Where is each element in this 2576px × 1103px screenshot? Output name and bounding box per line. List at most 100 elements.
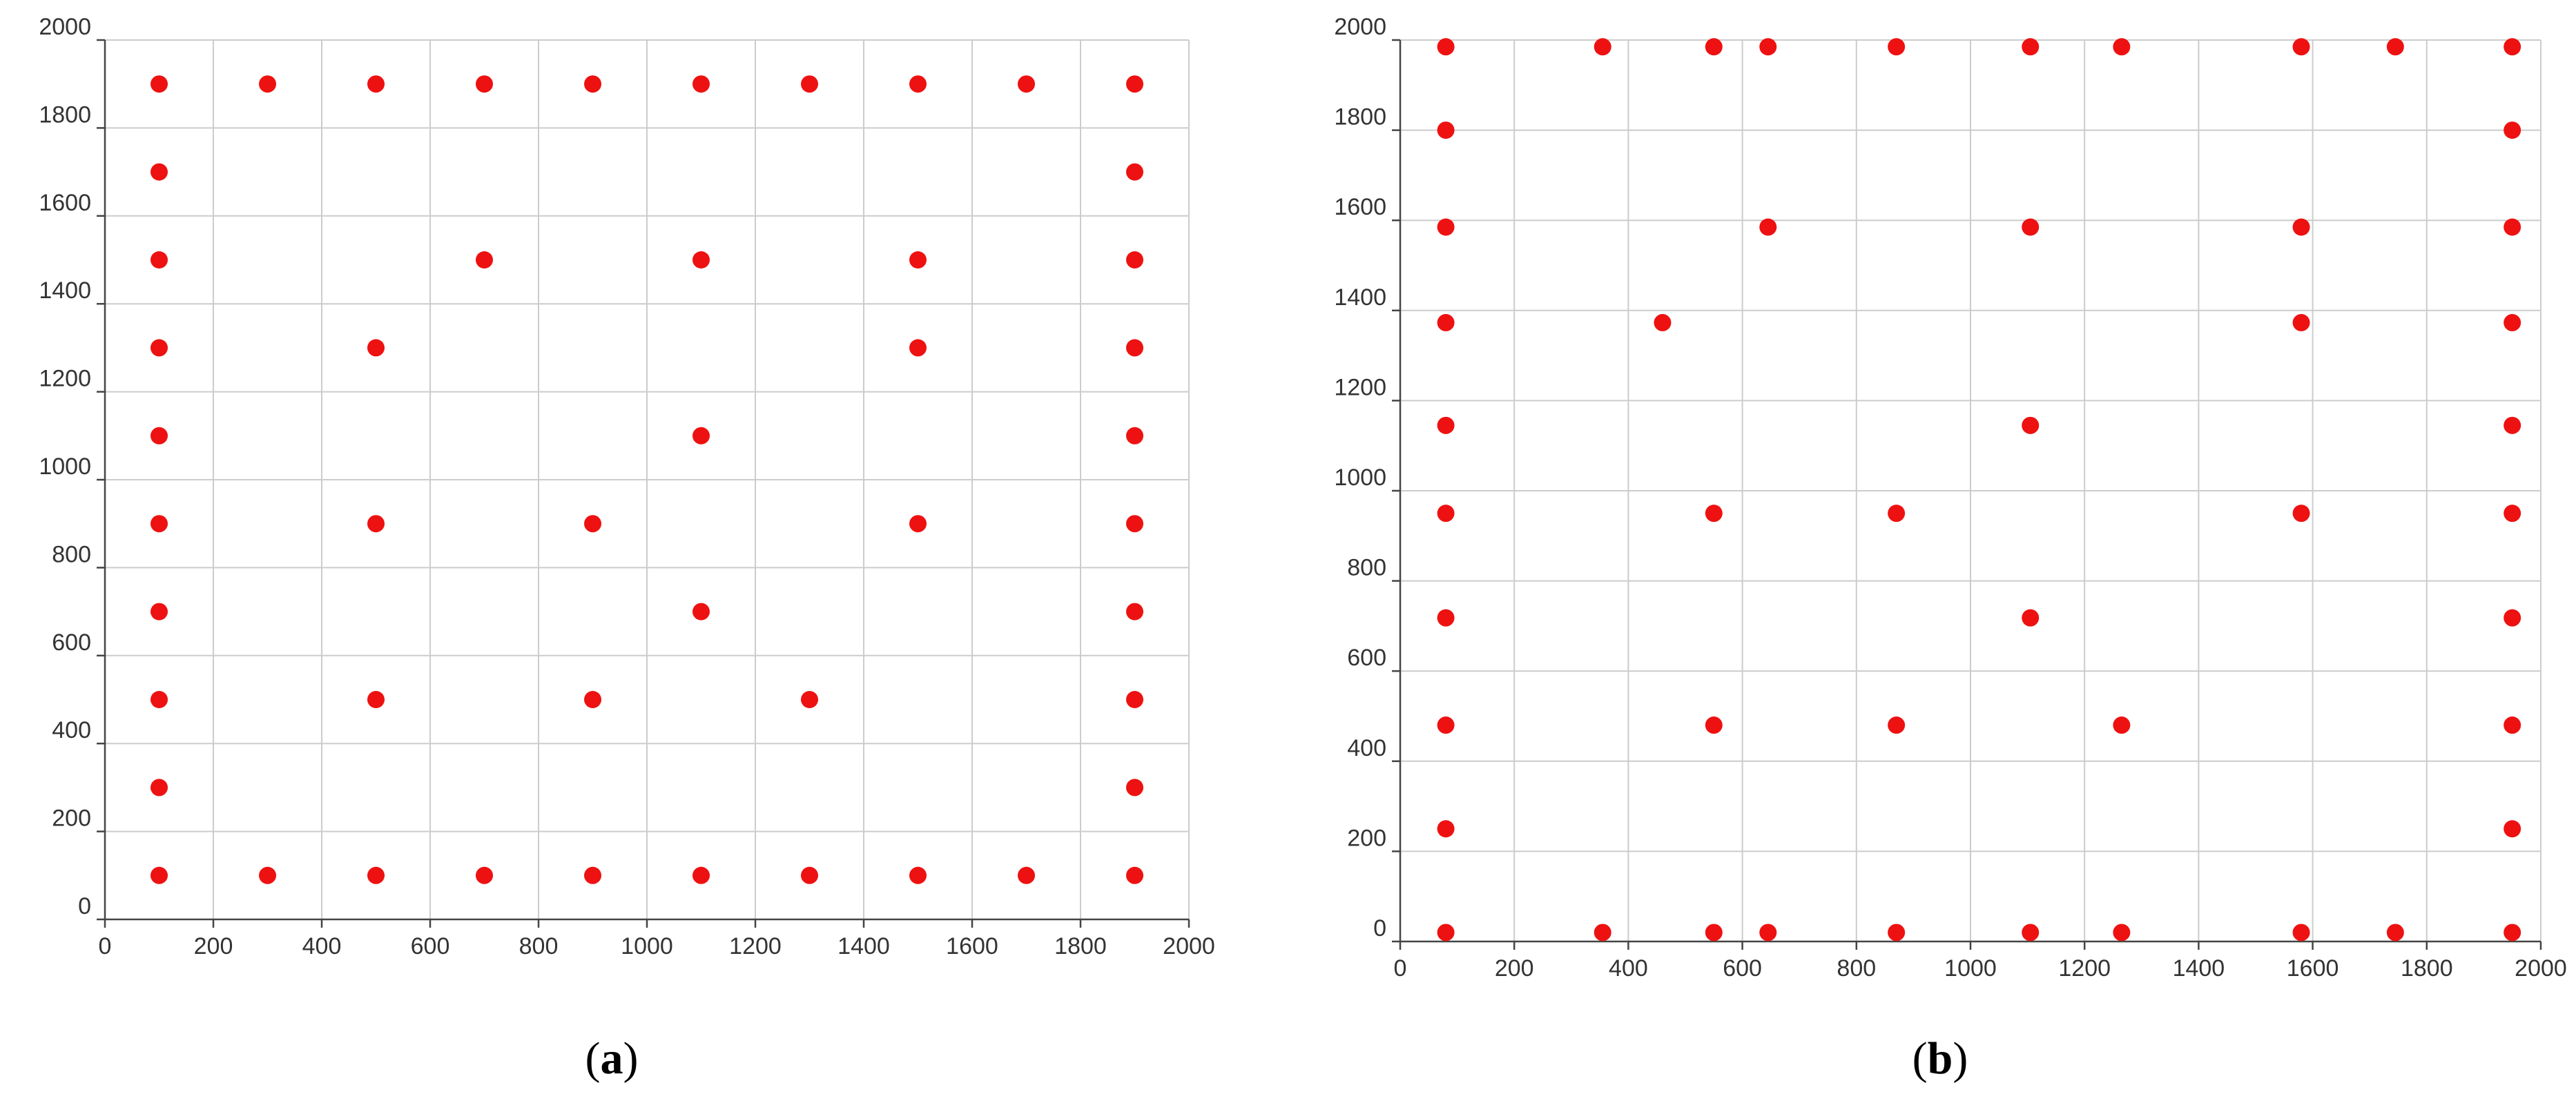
data-point — [1018, 866, 1035, 884]
data-point — [1126, 515, 1143, 533]
data-point — [259, 75, 276, 93]
data-point — [1437, 820, 1455, 838]
x-tick-label: 1800 — [1054, 933, 1107, 959]
y-tick-label: 400 — [1347, 735, 1386, 761]
data-point — [151, 163, 168, 181]
data-point — [909, 75, 927, 93]
data-point — [909, 251, 927, 269]
data-point — [367, 691, 385, 708]
y-tick-label: 1600 — [1334, 194, 1386, 220]
x-tick-label: 1400 — [837, 933, 890, 959]
x-tick-label: 1600 — [2287, 955, 2339, 982]
x-tick-label: 1000 — [1944, 955, 1997, 982]
x-tick-label: 400 — [1609, 955, 1648, 982]
data-point — [693, 75, 710, 93]
data-point — [1705, 924, 1723, 941]
x-tick-label: 400 — [302, 933, 342, 959]
data-point — [476, 75, 493, 93]
x-tick-label: 0 — [99, 933, 112, 959]
data-point — [909, 515, 927, 533]
data-point — [2386, 924, 2404, 941]
data-point — [2504, 313, 2521, 331]
panel-caption: (b) — [1912, 1033, 1968, 1084]
x-tick-label: 1000 — [621, 933, 673, 959]
y-tick-label: 600 — [52, 629, 91, 656]
data-point — [693, 603, 710, 621]
y-tick-label: 0 — [1373, 915, 1386, 941]
data-point — [909, 866, 927, 884]
data-point — [1437, 416, 1455, 434]
data-point — [1126, 163, 1143, 181]
x-tick-label: 1200 — [729, 933, 782, 959]
data-point — [1437, 313, 1455, 331]
data-point — [1437, 924, 1455, 941]
y-tick-label: 0 — [78, 893, 91, 919]
data-point — [2292, 505, 2310, 523]
data-point — [1437, 121, 1455, 139]
scatter-panel-b: 0 200 400 600 800 1000 1200 1400 1600 1800 2000 0 20… — [1334, 14, 2566, 1084]
data-point — [2113, 716, 2131, 734]
data-point — [2504, 121, 2521, 139]
data-point — [1126, 339, 1143, 357]
data-point — [2504, 820, 2521, 838]
y-tick-label: 800 — [1347, 555, 1386, 581]
data-point — [2504, 505, 2521, 523]
data-point — [1705, 505, 1723, 523]
y-tick-label: 1000 — [1334, 465, 1386, 491]
data-point — [367, 866, 385, 884]
data-point — [1126, 691, 1143, 708]
y-tick-label: 1200 — [39, 366, 91, 392]
data-point — [801, 691, 818, 708]
data-point — [259, 866, 276, 884]
data-point — [693, 251, 710, 269]
y-tick-label: 200 — [1347, 825, 1386, 851]
data-point — [2022, 416, 2040, 434]
data-point — [1018, 75, 1035, 93]
data-point — [151, 339, 168, 357]
data-point — [1437, 609, 1455, 627]
y-tick-label: 1200 — [1334, 374, 1386, 400]
data-point — [584, 515, 601, 533]
x-tick-label: 600 — [411, 933, 450, 959]
data-point — [367, 339, 385, 357]
x-tick-label: 1800 — [2401, 955, 2453, 982]
data-point — [2504, 609, 2521, 627]
x-tick-label: 1200 — [2058, 955, 2111, 982]
y-tick-label: 2000 — [39, 14, 91, 40]
data-point — [1126, 75, 1143, 93]
data-point — [2504, 416, 2521, 434]
x-tick-label: 800 — [519, 933, 559, 959]
data-point — [1705, 38, 1723, 56]
data-point — [2113, 38, 2131, 56]
data-point — [151, 691, 168, 708]
data-point — [2022, 924, 2040, 941]
data-point — [151, 515, 168, 533]
data-point — [151, 779, 168, 797]
data-point — [2113, 924, 2131, 941]
y-tick-label: 1800 — [39, 101, 91, 128]
data-point — [151, 75, 168, 93]
y-tick-label: 400 — [52, 717, 91, 743]
x-tick-label: 200 — [1495, 955, 1534, 982]
data-point — [151, 866, 168, 884]
data-point — [2022, 38, 2040, 56]
data-point — [2504, 716, 2521, 734]
data-point — [2292, 38, 2310, 56]
y-tick-label: 600 — [1347, 645, 1386, 671]
data-point — [367, 75, 385, 93]
data-point — [801, 75, 818, 93]
data-point — [1594, 38, 1611, 56]
data-point — [1437, 716, 1455, 734]
y-tick-label: 800 — [52, 541, 91, 567]
x-tick-label: 800 — [1837, 955, 1876, 982]
data-point — [2504, 924, 2521, 941]
y-tick-label: 2000 — [1334, 14, 1386, 40]
y-tick-label: 200 — [52, 806, 91, 832]
data-point — [1126, 603, 1143, 621]
data-point — [693, 427, 710, 445]
data-point — [151, 603, 168, 621]
data-point — [1759, 38, 1777, 56]
data-point — [1654, 313, 1672, 331]
data-point — [2022, 218, 2040, 236]
data-point — [1594, 924, 1611, 941]
